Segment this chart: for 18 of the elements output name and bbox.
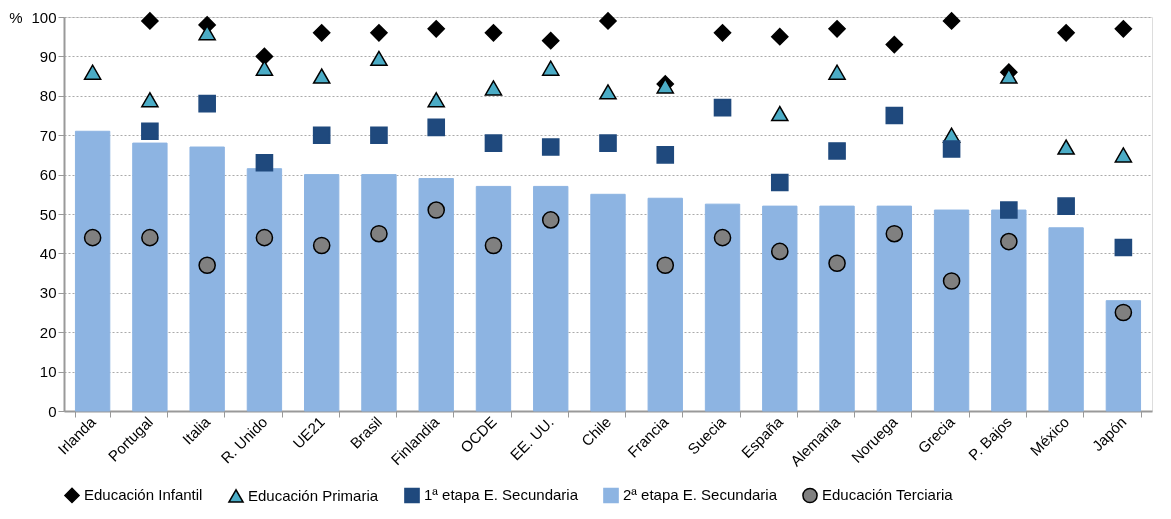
y-tick-label: 70 (39, 126, 57, 144)
legend-label: Educación Primaria (248, 486, 379, 504)
y-tick-label: 90 (39, 47, 57, 65)
legend-label: Educación Infantil (84, 486, 203, 504)
y-axis-title: % (9, 8, 23, 26)
legend-label: Educación Terciaria (822, 486, 954, 504)
y-tick-label: 40 (39, 244, 57, 262)
x-tick-label: EE. UU. (506, 413, 557, 464)
y-tick-label: 60 (39, 166, 57, 184)
y-tick-label: 0 (48, 402, 57, 420)
y-tick-label: 10 (39, 363, 57, 381)
legend-label: 1ª etapa E. Secundaria (424, 486, 579, 504)
y-tick-label: 30 (39, 284, 57, 302)
y-tick-label: 80 (39, 87, 57, 105)
y-tick-label: 100 (31, 8, 57, 26)
y-tick-label: 20 (39, 323, 57, 341)
y-tick-label: 50 (39, 205, 57, 223)
legend-label: 2ª etapa E. Secundaria (623, 486, 778, 504)
